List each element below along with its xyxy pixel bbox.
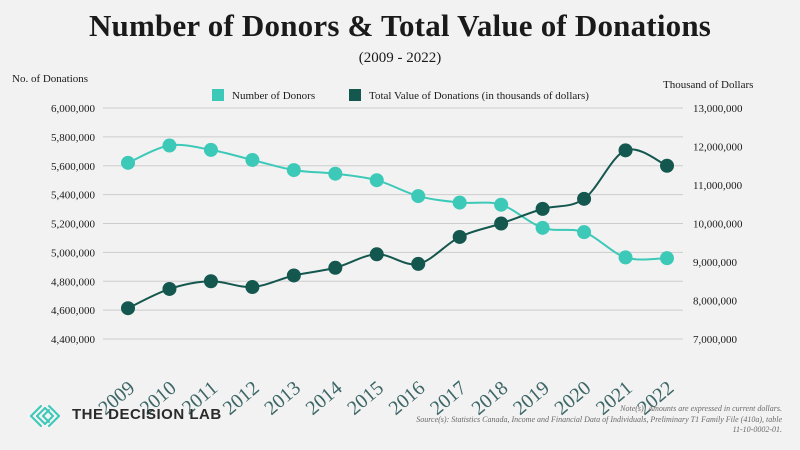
donors-data-point xyxy=(411,189,426,204)
donors-data-point xyxy=(286,163,301,178)
y-axis-right: 7,000,000 8,000,000 9,000,000 10,000,000 11,… xyxy=(693,103,743,346)
donors-data-point xyxy=(328,166,343,181)
y-right-tick-label: 13,000,000 xyxy=(693,103,743,115)
donors-data-point xyxy=(203,142,218,157)
value-data-point xyxy=(494,216,509,231)
legend-label-value: Total Value of Donations (in thousands o… xyxy=(369,90,589,102)
y-left-tick-label: 4,400,000 xyxy=(51,334,96,346)
y-right-tick-label: 12,000,000 xyxy=(693,142,743,154)
donors-data-point xyxy=(162,138,177,153)
legend-swatch-value xyxy=(349,89,361,101)
value-data-point xyxy=(452,229,467,244)
donors-data-point xyxy=(577,225,592,240)
donors-data-point xyxy=(369,173,384,188)
value-data-point xyxy=(411,256,426,271)
donors-data-point xyxy=(452,195,467,210)
chart-title: Number of Donors & Total Value of Donati… xyxy=(88,8,712,43)
legend-label-donors: Number of Donors xyxy=(232,90,315,102)
value-data-point xyxy=(245,280,260,295)
source-line: Source(s): Statistics Canada, Income and… xyxy=(416,414,782,424)
value-data-point xyxy=(535,201,550,216)
x-tick-label: 2014 xyxy=(302,377,347,420)
donors-data-point xyxy=(618,250,633,265)
y-left-tick-label: 5,200,000 xyxy=(51,219,96,231)
y-axis-left-title: No. of Donations xyxy=(12,73,88,85)
y-left-tick-label: 5,600,000 xyxy=(51,161,96,173)
y-left-tick-label: 5,000,000 xyxy=(51,247,96,259)
y-left-tick-label: 6,000,000 xyxy=(51,103,96,115)
y-axis-left: 4,400,000 4,600,000 4,800,000 5,000,000 5,20… xyxy=(51,103,96,346)
y-left-tick-label: 4,800,000 xyxy=(51,276,96,288)
value-data-point xyxy=(369,247,384,262)
x-tick-label: 2012 xyxy=(219,377,264,420)
grid-lines xyxy=(103,107,683,340)
legend-swatch-donors xyxy=(212,89,224,101)
y-axis-right-title: Thousand of Dollars xyxy=(663,79,753,91)
value-data-point xyxy=(577,191,592,206)
legend: Number of Donors Total Value of Donations… xyxy=(212,89,589,102)
y-left-tick-label: 4,600,000 xyxy=(51,305,96,317)
donors-data-point xyxy=(535,220,550,235)
series-points xyxy=(121,138,674,316)
value-data-point xyxy=(660,158,674,173)
decision-lab-logo-icon xyxy=(30,405,60,427)
value-data-point xyxy=(328,260,343,275)
x-tick-label: 2013 xyxy=(260,377,305,420)
value-data-point xyxy=(618,143,633,158)
y-left-tick-label: 5,800,000 xyxy=(51,132,96,144)
donors-data-point xyxy=(245,152,260,167)
note-line: Note(s): Amounts are expressed in curren… xyxy=(620,404,782,413)
chart-subtitle: (2009 - 2022) xyxy=(358,50,442,66)
y-right-tick-label: 9,000,000 xyxy=(693,257,738,269)
value-data-point xyxy=(162,281,177,296)
chart-notes: Note(s): Amounts are expressed in curren… xyxy=(362,404,782,436)
donors-data-point xyxy=(660,251,674,266)
donors-data-point xyxy=(494,197,509,212)
value-data-point xyxy=(286,268,301,283)
y-right-tick-label: 8,000,000 xyxy=(693,296,738,308)
brand-name: THE DECISION LAB xyxy=(72,406,222,423)
y-right-tick-label: 7,000,000 xyxy=(693,334,738,346)
y-right-tick-label: 10,000,000 xyxy=(693,219,743,231)
value-data-point xyxy=(121,301,135,316)
y-right-tick-label: 11,000,000 xyxy=(693,180,743,192)
donors-data-point xyxy=(121,155,135,170)
y-left-tick-label: 5,400,000 xyxy=(51,190,96,202)
source-line-2: 11-10-0002-01. xyxy=(732,425,782,434)
value-data-point xyxy=(203,274,218,289)
